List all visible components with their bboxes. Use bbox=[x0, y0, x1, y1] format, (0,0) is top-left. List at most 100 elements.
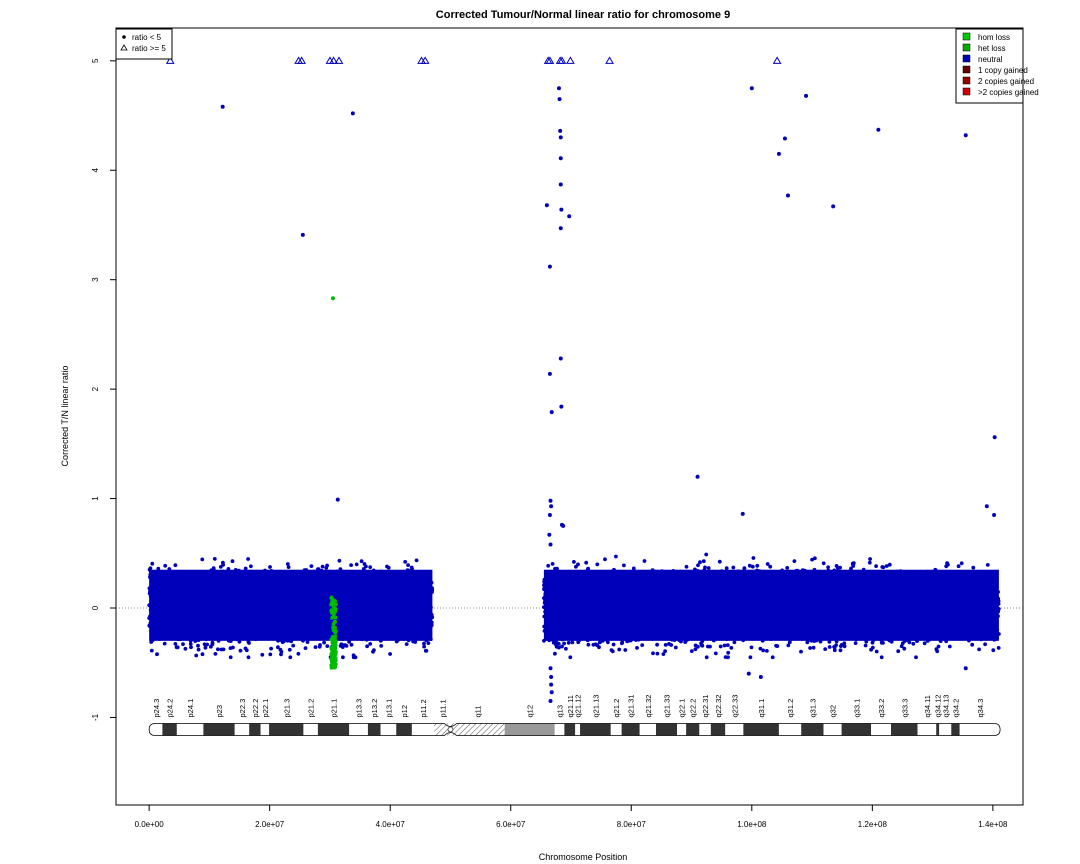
dense-point bbox=[349, 617, 353, 621]
dense-point bbox=[585, 568, 590, 573]
dense-point bbox=[786, 643, 791, 648]
dense-point bbox=[404, 642, 409, 646]
dense-point bbox=[268, 652, 273, 657]
dense-point bbox=[265, 596, 270, 601]
dense-point bbox=[785, 566, 790, 570]
y-tick-label: -1 bbox=[91, 713, 100, 721]
dense-point bbox=[915, 639, 919, 643]
dense-point bbox=[409, 565, 414, 570]
dense-point bbox=[232, 585, 237, 589]
dense-point bbox=[777, 579, 781, 584]
dense-point bbox=[239, 579, 244, 584]
dense-point bbox=[378, 590, 383, 594]
dense-point bbox=[229, 624, 234, 629]
dense-point bbox=[218, 608, 223, 613]
dense-point bbox=[406, 638, 411, 643]
x-tick-label: 1.4e+08 bbox=[978, 820, 1008, 829]
dense-point bbox=[406, 600, 411, 605]
dense-point bbox=[418, 617, 423, 622]
dense-point bbox=[421, 608, 426, 613]
dense-point bbox=[407, 605, 412, 609]
dense-point bbox=[401, 637, 406, 641]
dense-point bbox=[302, 568, 307, 572]
dense-point bbox=[849, 566, 853, 571]
dense-region-p-arm bbox=[147, 557, 435, 660]
dense-point bbox=[411, 609, 416, 614]
dense-point bbox=[742, 566, 747, 571]
dense-point bbox=[308, 614, 313, 619]
dense-point bbox=[896, 649, 901, 654]
dense-point bbox=[841, 631, 846, 635]
dense-point bbox=[325, 644, 330, 648]
dense-point bbox=[162, 615, 166, 620]
dense-point bbox=[197, 578, 201, 583]
dense-point bbox=[345, 593, 350, 598]
dense-point bbox=[258, 596, 263, 601]
dense-point bbox=[269, 646, 273, 651]
dense-point bbox=[675, 634, 679, 639]
dense-point bbox=[312, 628, 317, 633]
dense-point bbox=[293, 594, 298, 599]
dense-point bbox=[321, 629, 325, 634]
dense-point bbox=[204, 605, 209, 609]
dense-point bbox=[233, 589, 238, 593]
dense-point bbox=[230, 612, 234, 617]
dense-point bbox=[293, 570, 298, 575]
dense-point bbox=[608, 586, 613, 591]
dense-point bbox=[215, 632, 220, 637]
dense-point bbox=[581, 584, 586, 588]
dense-point bbox=[222, 590, 227, 595]
dense-point bbox=[404, 614, 409, 619]
dense-point bbox=[429, 623, 434, 628]
dense-point bbox=[196, 588, 201, 593]
dense-point bbox=[885, 625, 890, 630]
dense-point bbox=[408, 633, 413, 637]
dense-point bbox=[337, 558, 342, 563]
dense-point bbox=[259, 610, 264, 614]
dense-point bbox=[202, 627, 206, 632]
dense-point bbox=[595, 562, 600, 567]
dense-point bbox=[167, 567, 172, 571]
dense-point bbox=[394, 577, 398, 581]
dense-point bbox=[211, 580, 216, 585]
dense-point bbox=[315, 576, 320, 581]
dense-point bbox=[377, 609, 382, 614]
dense-point bbox=[230, 636, 235, 641]
dense-point bbox=[278, 647, 283, 652]
dense-point bbox=[922, 641, 927, 646]
dense-point bbox=[316, 618, 321, 623]
dense-point bbox=[357, 623, 362, 627]
dense-point bbox=[200, 590, 204, 595]
dense-point bbox=[354, 562, 359, 567]
dense-point bbox=[162, 604, 166, 609]
dense-point bbox=[802, 588, 807, 593]
dense-point bbox=[797, 577, 802, 582]
dense-point bbox=[269, 569, 274, 573]
dense-point bbox=[149, 596, 154, 601]
dense-point bbox=[239, 610, 244, 615]
dense-point bbox=[609, 635, 613, 639]
dense-point bbox=[293, 608, 298, 613]
dense-point bbox=[870, 621, 875, 626]
dense-point bbox=[219, 579, 224, 584]
dense-point bbox=[361, 580, 365, 584]
dense-point bbox=[296, 575, 300, 580]
dense-point bbox=[421, 621, 426, 626]
dense-point bbox=[377, 581, 382, 586]
dense-point bbox=[641, 601, 646, 606]
dense-point bbox=[167, 618, 172, 623]
dense-point bbox=[284, 633, 289, 638]
dense-point bbox=[388, 612, 393, 617]
dense-point bbox=[205, 608, 210, 613]
dense-point bbox=[665, 630, 670, 635]
dense-point bbox=[299, 635, 304, 639]
dense-point bbox=[403, 560, 408, 564]
dense-point bbox=[660, 632, 665, 637]
dense-point bbox=[283, 619, 288, 623]
dense-point bbox=[415, 599, 419, 604]
dense-point bbox=[149, 640, 154, 644]
dense-point bbox=[288, 621, 293, 625]
dense-point bbox=[336, 611, 341, 616]
dense-point bbox=[176, 637, 181, 642]
dense-point bbox=[400, 575, 405, 580]
